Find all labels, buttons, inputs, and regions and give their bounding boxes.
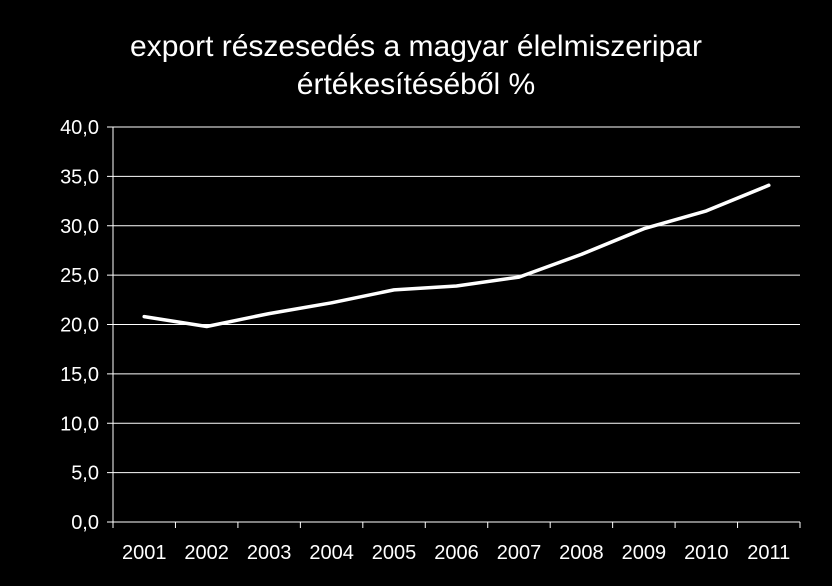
x-tick-label: 2002 xyxy=(184,542,229,564)
data-point xyxy=(767,183,771,187)
y-tick-label: 25,0 xyxy=(60,265,99,287)
y-tick-label: 20,0 xyxy=(60,315,99,337)
x-tick-label: 2008 xyxy=(559,542,604,564)
data-point xyxy=(455,284,458,288)
chart-title: export részesedés a magyar élelmiszeripa… xyxy=(0,28,832,104)
x-tick-label: 2003 xyxy=(247,542,292,564)
x-tick-label: 2006 xyxy=(434,542,479,564)
x-tick-label: 2005 xyxy=(372,542,417,564)
axes xyxy=(107,126,801,528)
x-tick-label: 2009 xyxy=(622,542,667,564)
x-tick-label: 2010 xyxy=(684,542,729,564)
x-tick-label: 2001 xyxy=(122,542,167,564)
data-point xyxy=(142,315,146,319)
y-tick-label: 30,0 xyxy=(60,216,99,238)
y-axis-tick-labels: 0,0 5,0 10,0 15,0 20,0 25,0 30,0 35,0 40,0 xyxy=(60,117,99,534)
y-tick-label: 35,0 xyxy=(60,166,99,188)
x-axis-tick-labels: 2001 2002 2003 2004 2005 2006 2007 2008 2009 2010… xyxy=(122,542,790,564)
data-point xyxy=(642,227,646,231)
x-tick-label: 2007 xyxy=(497,542,542,564)
x-tick-label: 2011 xyxy=(747,542,790,564)
y-tick-label: 10,0 xyxy=(60,413,99,435)
chart-title-line-2: értékesítéséből % xyxy=(296,68,536,101)
y-tick-label: 15,0 xyxy=(60,364,99,386)
data-point xyxy=(517,275,521,279)
chart-title-line-1: export részesedés a magyar élelmiszeripa… xyxy=(130,30,702,63)
gridlines xyxy=(113,126,800,474)
y-tick-label: 40,0 xyxy=(60,117,99,139)
data-point xyxy=(392,288,396,292)
y-tick-label: 0,0 xyxy=(71,512,99,534)
data-point xyxy=(267,312,271,316)
data-point xyxy=(704,209,708,213)
data-point xyxy=(330,301,334,305)
x-tick-label: 2004 xyxy=(309,542,354,564)
series-line xyxy=(142,183,771,329)
y-tick-label: 5,0 xyxy=(71,463,99,485)
data-point xyxy=(579,252,583,256)
data-point xyxy=(205,324,209,328)
series xyxy=(142,183,771,329)
